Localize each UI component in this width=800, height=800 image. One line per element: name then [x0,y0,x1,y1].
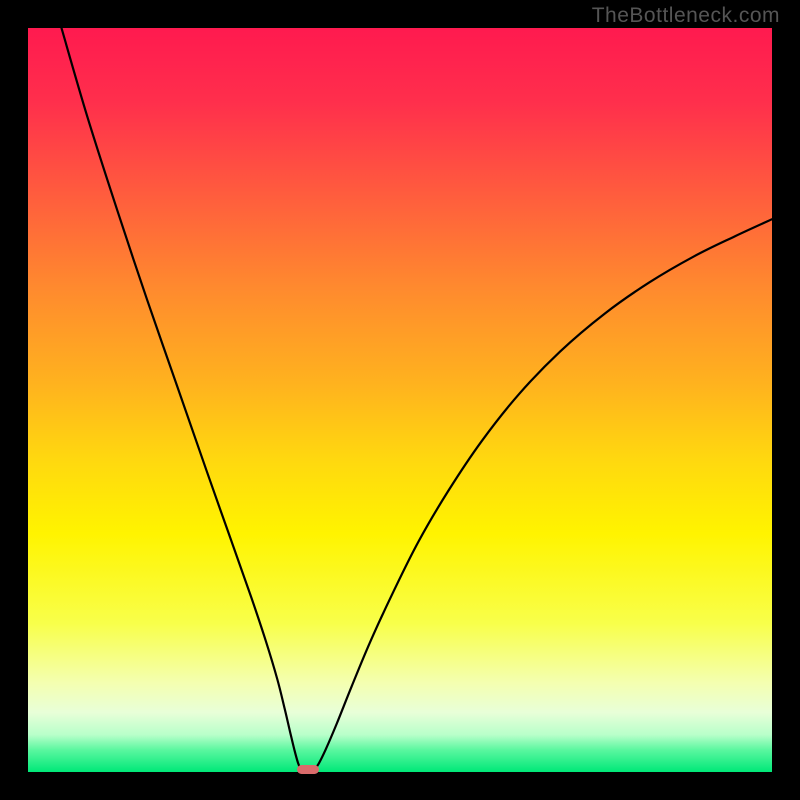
plot-area [28,28,772,772]
bottleneck-curve [28,28,772,772]
minimum-marker [297,765,319,774]
curve-left-branch [61,28,303,772]
curve-right-branch [312,219,772,772]
watermark-text: TheBottleneck.com [592,4,780,28]
